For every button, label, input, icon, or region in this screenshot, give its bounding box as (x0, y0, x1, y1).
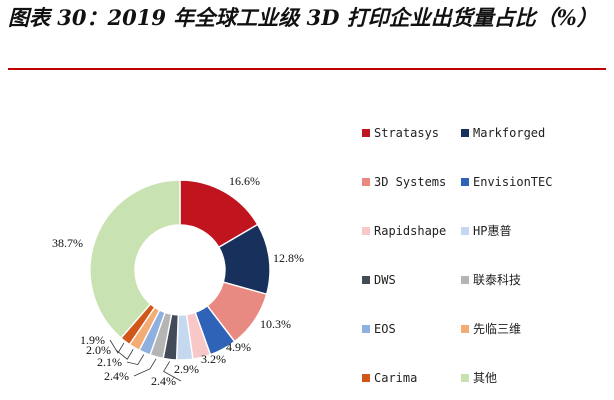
leader-lines (109, 339, 182, 382)
legend-label-eos: EOS (374, 322, 396, 336)
leader-line-eos (126, 354, 145, 366)
data-label-envisiontec: 4.9% (226, 340, 251, 354)
legend-label-dws: DWS (374, 273, 396, 287)
legend-swatch-envisiontec (461, 178, 469, 186)
chart-title: 图表 30：2019 年全球工业级 3D 打印企业出货量占比（%） (8, 5, 598, 30)
data-labels: 16.6%12.8%10.3%4.9%3.2%2.9%2.4%2.4%2.1%2… (52, 174, 304, 388)
legend-swatch-item-7 (461, 276, 469, 284)
data-label-3d-systems: 10.3% (260, 317, 291, 331)
title-divider (8, 68, 606, 70)
legend-swatch-rapidshape (362, 227, 370, 235)
leader-line-dws (163, 361, 182, 382)
legend-swatch-stratasys (362, 129, 370, 137)
legend-label-hp: HP惠普 (473, 224, 511, 238)
data-label-stratasys: 16.6% (229, 174, 260, 188)
data-label-carima: 1.9% (80, 333, 105, 347)
data-label-eos: 2.1% (97, 355, 122, 369)
data-label-item-11: 38.7% (52, 236, 83, 250)
data-label-hp: 2.9% (174, 362, 199, 376)
legend-label-item-7: 联泰科技 (473, 273, 521, 287)
legend-swatch-hp (461, 227, 469, 235)
data-label-item-9: 2.0% (86, 343, 111, 357)
legend: Stratasys Markforged 3D Systems EnvisionTEC… (362, 126, 552, 385)
legend-label-rapidshape: Rapidshape (374, 224, 446, 238)
data-label-markforged: 12.8% (273, 251, 304, 265)
data-label-dws: 2.4% (151, 374, 176, 388)
legend-label-item-9: 先临三维 (473, 322, 521, 336)
legend-swatch-dws (362, 276, 370, 284)
legend-label-markforged: Markforged (473, 126, 545, 140)
legend-label-stratasys: Stratasys (374, 126, 439, 140)
legend-swatch-item-11 (461, 374, 469, 382)
legend-label-item-11: 其他 (473, 371, 497, 385)
legend-swatch-carima (362, 374, 370, 382)
legend-swatch-item-9 (461, 325, 469, 333)
slice-item-11 (89, 179, 181, 339)
data-label-rapidshape: 3.2% (201, 352, 226, 366)
legend-swatch-3d-systems (362, 178, 370, 186)
legend-swatch-markforged (461, 129, 469, 137)
legend-label-carima: Carima (374, 371, 417, 385)
donut-slices (89, 179, 271, 361)
legend-label-envisiontec: EnvisionTEC (473, 175, 552, 189)
leader-line-carima (109, 339, 125, 354)
leader-line-item-7 (133, 358, 157, 377)
legend-label-3d-systems: 3D Systems (374, 175, 446, 189)
leader-line-item-9 (115, 349, 134, 360)
legend-swatch-eos (362, 325, 370, 333)
data-label-item-7: 2.4% (104, 369, 129, 383)
